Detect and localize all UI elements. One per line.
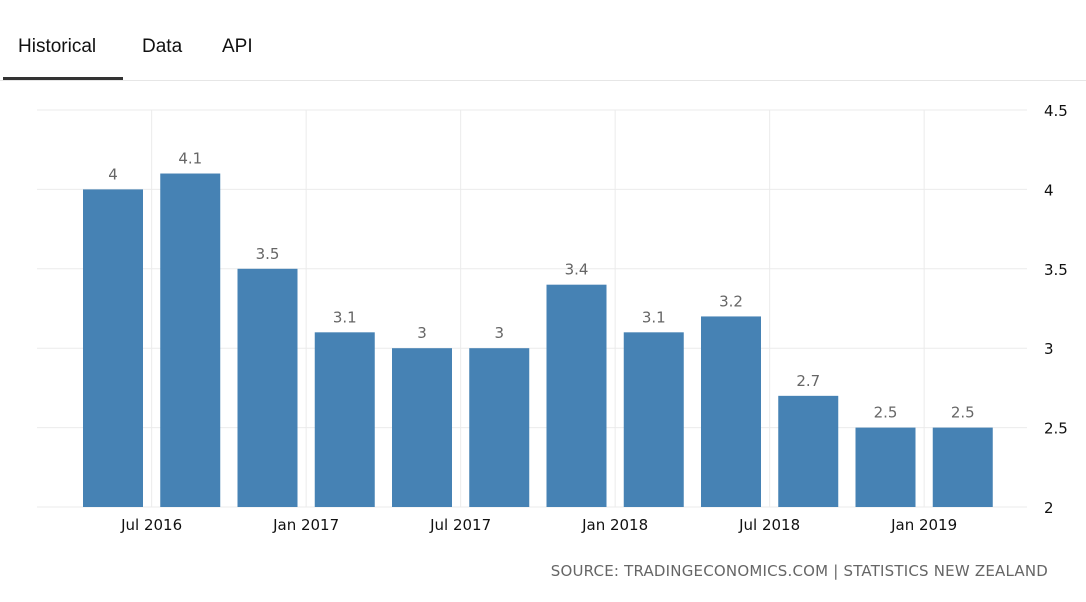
bar-value-label: 3.1 xyxy=(642,308,666,326)
y-tick-label: 4.5 xyxy=(1044,102,1068,120)
bar-value-label: 4.1 xyxy=(178,150,202,168)
bar-chart: 2 2.5 3 3.5 4 4.5 Jul 2016 Jan 2017 Jul 2017 Jan … xyxy=(37,102,1068,534)
bar xyxy=(83,189,143,507)
bar-value-label: 3.5 xyxy=(256,245,280,263)
bar xyxy=(932,427,993,507)
y-tick-label: 3.5 xyxy=(1044,261,1068,279)
bar-value-label: 3 xyxy=(494,324,504,342)
x-tick-label: Jul 2017 xyxy=(429,516,491,534)
source-note: SOURCE: TRADINGECONOMICS.COM | STATISTIC… xyxy=(550,562,1048,580)
bar xyxy=(855,427,916,507)
x-tick-label: Jan 2019 xyxy=(890,516,957,534)
bar xyxy=(469,348,530,507)
bar-value-label: 4 xyxy=(108,165,118,183)
bar-value-label: 2.7 xyxy=(796,372,820,390)
bar-value-label: 3.1 xyxy=(333,308,357,326)
bar xyxy=(701,316,761,507)
tab-bar: Historical Data API xyxy=(0,0,1086,81)
y-tick-label: 3 xyxy=(1044,340,1054,358)
bar xyxy=(160,173,221,507)
x-tick-label: Jul 2016 xyxy=(120,516,182,534)
bar xyxy=(778,395,839,507)
tab-historical[interactable]: Historical xyxy=(18,36,97,57)
tab-data[interactable]: Data xyxy=(142,36,183,57)
y-tick-label: 4 xyxy=(1044,181,1054,199)
bar xyxy=(237,268,298,507)
active-tab-indicator xyxy=(3,77,123,80)
bar xyxy=(314,332,375,507)
x-tick-label: Jan 2017 xyxy=(272,516,339,534)
bar-value-label: 3 xyxy=(417,324,427,342)
x-tick-label: Jul 2018 xyxy=(738,516,800,534)
bar-value-label: 3.4 xyxy=(565,261,589,279)
y-tick-label: 2 xyxy=(1044,499,1054,517)
bar-value-label: 3.2 xyxy=(719,292,743,310)
x-tick-label: Jan 2018 xyxy=(581,516,648,534)
bar xyxy=(546,284,607,507)
y-tick-label: 2.5 xyxy=(1044,420,1068,438)
bar xyxy=(392,348,452,507)
bar xyxy=(623,332,684,507)
bar-value-label: 2.5 xyxy=(951,404,975,422)
bar-value-label: 2.5 xyxy=(874,404,898,422)
tab-api[interactable]: API xyxy=(222,36,253,57)
